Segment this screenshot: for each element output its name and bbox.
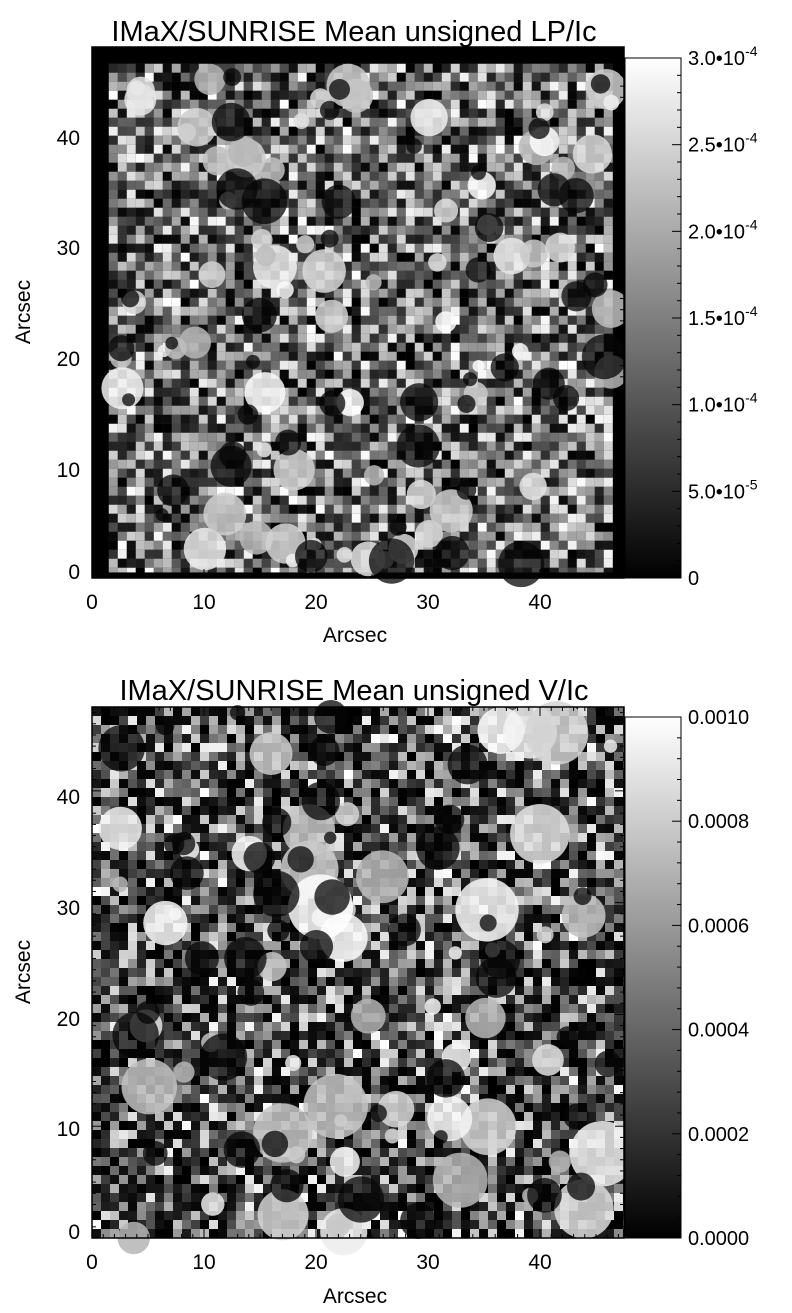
- axis-ticks: [91, 47, 624, 579]
- colorbar-tick-label: 0.0002: [688, 1124, 749, 1146]
- colorbar-tick-labels: 0 5.0•10-5 1.0•10-4 1.5•10-4 2.0•10-4 2.5•10-…: [688, 43, 758, 590]
- colorbar-tick-label: 0: [688, 568, 699, 590]
- colorbar-tick-label: 3.0•10-4: [688, 43, 758, 70]
- colorbar-tick-label: 2.5•10-4: [688, 130, 758, 157]
- colorbar-tick-label: 2.0•10-4: [688, 216, 758, 243]
- x-tick-label: 10: [192, 1251, 215, 1274]
- y-tick-label: 20: [57, 1008, 80, 1031]
- x-tick-label: 30: [416, 1251, 439, 1274]
- colorbar-tick-label: 1.5•10-4: [688, 303, 758, 330]
- plot-frame: [91, 706, 625, 1239]
- y-tick-label: 20: [57, 348, 80, 371]
- colorbar-tick-labels: 0.0000 0.0002 0.0004 0.0006 0.0008 0.0010: [688, 707, 749, 1250]
- colorbar-tick-label: 0.0000: [688, 1228, 749, 1250]
- y-tick-label: 30: [57, 237, 80, 260]
- colorbar-tick-label: 0.0004: [688, 1020, 749, 1042]
- y-tick-label: 10: [57, 459, 80, 482]
- panel-lp: IMaX/SUNRISE Mean unsigned LP/Ic 0 10 20…: [12, 16, 758, 647]
- heatmap-texture: [101, 63, 630, 588]
- panel-v: IMaX/SUNRISE Mean unsigned V/Ic 0 10 20 …: [12, 675, 749, 1308]
- x-tick-label: 40: [528, 1251, 551, 1274]
- x-tick-label: 20: [304, 1251, 327, 1274]
- x-tick-label: 10: [192, 591, 215, 614]
- colorbar-tick-label: 0.0008: [688, 811, 749, 833]
- colorbar-ticks: [672, 716, 681, 1239]
- y-tick-label: 0: [68, 561, 80, 584]
- colorbar: [624, 716, 682, 1239]
- colorbar-tick-label: 5.0•10-5: [688, 476, 758, 503]
- y-tick-label: 0: [68, 1221, 80, 1244]
- colorbar-tick-label: 0.0006: [688, 915, 749, 937]
- y-tick-label: 10: [57, 1118, 80, 1141]
- plot-frame: [91, 46, 625, 579]
- y-tick-label: 40: [57, 786, 80, 809]
- y-tick-label: 30: [57, 897, 80, 920]
- colorbar: [624, 57, 682, 579]
- colorbar-tick-label: 1.0•10-4: [688, 390, 758, 417]
- x-tick-label: 40: [528, 591, 551, 614]
- colorbar-ticks: [672, 57, 681, 579]
- x-tick-label: 0: [86, 1251, 98, 1274]
- y-tick-label: 40: [57, 127, 80, 150]
- chart-title: IMaX/SUNRISE Mean unsigned LP/Ic: [111, 16, 596, 48]
- x-tick-label: 20: [304, 591, 327, 614]
- y-axis-label: Arcsec: [12, 940, 35, 1004]
- axis-ticks: [91, 707, 624, 1239]
- heatmap-texture: [92, 699, 636, 1256]
- chart-title: IMaX/SUNRISE Mean unsigned V/Ic: [119, 675, 588, 707]
- y-axis-label: Arcsec: [12, 280, 35, 344]
- colorbar-tick-label: 0.0010: [688, 707, 749, 729]
- x-axis-label: Arcsec: [323, 1285, 387, 1308]
- x-tick-label: 0: [86, 591, 98, 614]
- x-tick-label: 30: [416, 591, 439, 614]
- x-axis-label: Arcsec: [323, 624, 387, 647]
